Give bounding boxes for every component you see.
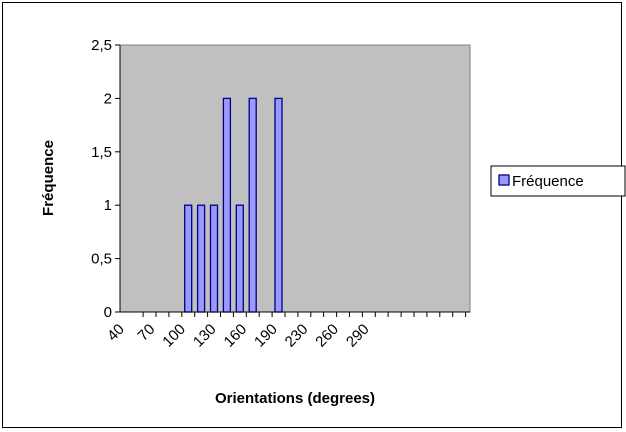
legend-label: Fréquence: [512, 173, 584, 190]
bar-140: [274, 97, 283, 313]
y-tick-label: 0: [104, 304, 112, 321]
x-tick-label: 130: [190, 321, 220, 351]
bar-70: [184, 204, 193, 313]
y-tick-label: 2,5: [91, 37, 112, 54]
x-tick-label: 190: [251, 321, 281, 351]
x-tick-label: 260: [312, 321, 342, 351]
y-tick-label: 0,5: [91, 251, 112, 268]
plot-area: [119, 44, 471, 313]
y-tick-label: 1: [104, 197, 112, 214]
x-axis: 40 70 100 130 160 190 230 260 290: [104, 311, 470, 351]
legend-box: [490, 165, 626, 197]
y-tick-label: 1,5: [91, 144, 112, 161]
y-axis-title: Fréquence: [40, 140, 57, 216]
y-axis: 0 0,5 1 1,5 2 2,5: [91, 37, 121, 321]
y-tick-label: 2: [104, 90, 112, 107]
bar-110: [235, 204, 244, 313]
legend: Fréquence: [490, 165, 626, 197]
x-tick-label: 290: [343, 321, 373, 351]
x-tick-label: 100: [159, 321, 189, 351]
x-tick-label: 70: [135, 321, 159, 345]
x-tick-label: 230: [282, 321, 312, 351]
x-axis-title: Orientations (degrees): [215, 390, 375, 407]
bar-80: [196, 204, 206, 313]
bar-100: [222, 97, 232, 313]
bar-120: [248, 97, 257, 313]
bar-90: [209, 204, 219, 313]
x-tick-label: 160: [221, 321, 251, 351]
legend-swatch: [498, 174, 510, 186]
x-tick-label: 40: [104, 321, 128, 345]
